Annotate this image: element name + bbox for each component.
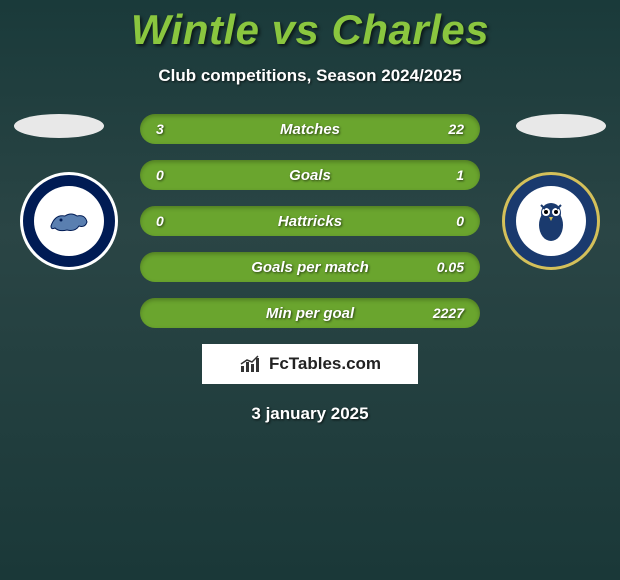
stat-right-value: 0.05 xyxy=(420,259,480,275)
stat-label: Goals per match xyxy=(200,259,420,276)
stat-row: Goals per match 0.05 xyxy=(140,252,480,282)
club-badge-left xyxy=(20,172,118,270)
club-badge-right-inner xyxy=(516,186,586,256)
stat-left-value: 0 xyxy=(140,167,200,183)
stat-left-value: 0 xyxy=(140,213,200,229)
stat-left-value: 3 xyxy=(140,121,200,137)
stat-row: 0 Hattricks 0 xyxy=(140,206,480,236)
stat-row: 0 Goals 1 xyxy=(140,160,480,190)
stat-right-value: 2227 xyxy=(420,305,480,321)
brand-text: FcTables.com xyxy=(269,354,381,374)
club-badge-right xyxy=(502,172,600,270)
page-title: Wintle vs Charles xyxy=(0,0,620,54)
stat-right-value: 22 xyxy=(420,121,480,137)
subtitle: Club competitions, Season 2024/2025 xyxy=(0,66,620,86)
stat-label: Min per goal xyxy=(200,305,420,322)
stat-row: Min per goal 2227 xyxy=(140,298,480,328)
date-text: 3 january 2025 xyxy=(0,404,620,424)
stat-row: 3 Matches 22 xyxy=(140,114,480,144)
stat-label: Goals xyxy=(200,167,420,184)
player-left-ellipse xyxy=(14,114,104,138)
stat-right-value: 0 xyxy=(420,213,480,229)
owl-icon xyxy=(533,199,569,243)
chart-icon xyxy=(239,354,263,374)
club-badge-left-inner xyxy=(34,186,104,256)
stat-rows: 3 Matches 22 0 Goals 1 0 Hattricks 0 Goa… xyxy=(140,114,480,328)
stat-label: Hattricks xyxy=(200,213,420,230)
player-right-ellipse xyxy=(516,114,606,138)
stat-label: Matches xyxy=(200,121,420,138)
stat-right-value: 1 xyxy=(420,167,480,183)
lion-icon xyxy=(47,206,91,236)
brand-box[interactable]: FcTables.com xyxy=(202,344,418,384)
stats-area: 3 Matches 22 0 Goals 1 0 Hattricks 0 Goa… xyxy=(0,114,620,328)
